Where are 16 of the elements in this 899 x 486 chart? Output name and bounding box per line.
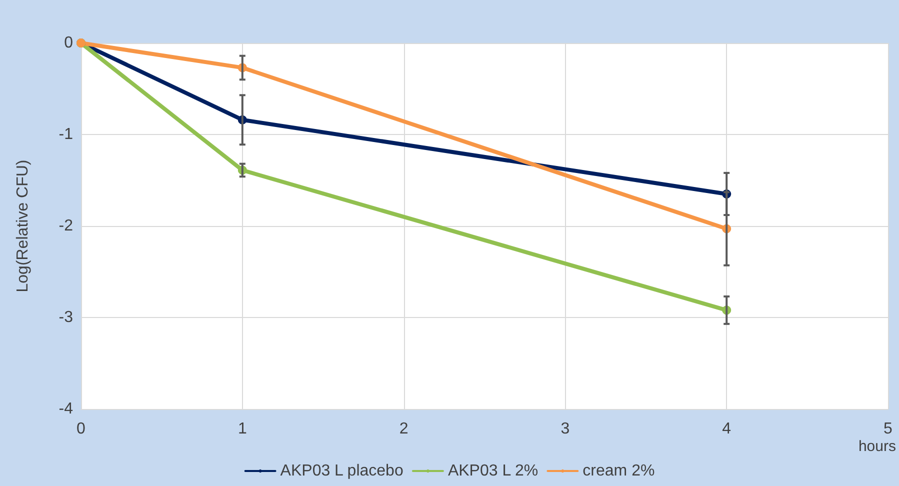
x-tick-label: 4 (722, 420, 732, 438)
x-tick-label: 2 (399, 420, 408, 438)
y-tick-label: -4 (58, 400, 74, 418)
y-tick-label: 0 (64, 34, 74, 52)
y-tick-label: -3 (58, 309, 74, 326)
y-axis-title: Log(Relative CFU) (14, 160, 32, 292)
x-tick-label: 0 (76, 420, 86, 438)
x-tick-label: 5 (884, 420, 893, 438)
x-tick-label: 1 (238, 420, 247, 438)
y-tick-label: -2 (58, 218, 74, 234)
x-tick-label: 3 (560, 420, 570, 438)
legend-label: AKP03 L placebo (280, 462, 404, 480)
x-axis-title: hours (858, 438, 896, 455)
y-tick-label: -1 (58, 126, 74, 143)
legend-label: cream 2% (582, 462, 655, 480)
legend-label: AKP03 L 2% (448, 462, 538, 480)
